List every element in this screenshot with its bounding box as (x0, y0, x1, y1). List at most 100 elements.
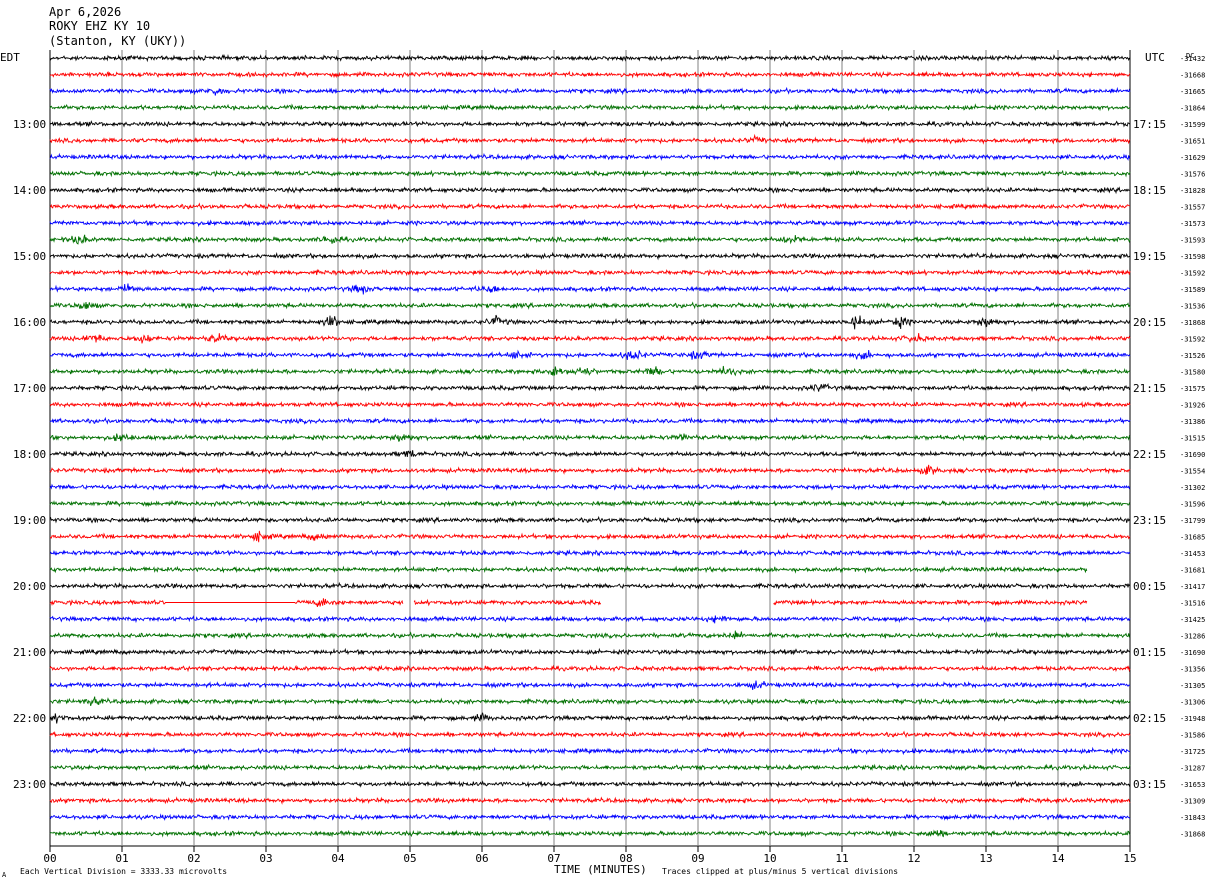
x-tick-label: 07 (547, 852, 560, 865)
seismic-trace (49, 664, 1131, 673)
seismic-trace (49, 202, 1130, 211)
seismic-trace (49, 680, 1131, 690)
x-tick-label: 13 (979, 852, 992, 865)
dc-offset-label: -31843 (1180, 814, 1205, 822)
seismic-trace (49, 598, 602, 607)
seismic-trace (49, 103, 1131, 112)
dc-offset-label: -31653 (1180, 781, 1205, 789)
dc-offset-label: -31536 (1180, 303, 1205, 311)
dc-offset-label: -31425 (1180, 616, 1205, 624)
dc-offset-label: -31575 (1180, 385, 1205, 393)
right-hour-label: 22:15 (1133, 448, 1166, 461)
dc-offset-label: -31592 (1180, 270, 1205, 278)
seismic-trace (49, 565, 1088, 574)
x-tick-label: 08 (619, 852, 632, 865)
right-timezone-label: UTC (1145, 51, 1165, 64)
seismic-trace (49, 813, 1131, 821)
dc-offset-label: -31668 (1180, 72, 1205, 80)
right-hour-label: 01:15 (1133, 646, 1166, 659)
seismic-trace (49, 615, 1131, 624)
x-tick-label: 03 (259, 852, 272, 865)
dc-offset-label: -31589 (1180, 286, 1205, 294)
dc-offset-label: -31685 (1180, 534, 1205, 542)
seismic-trace (49, 730, 1131, 739)
dc-offset-label: -31948 (1180, 715, 1205, 723)
seismic-trace (773, 598, 1088, 607)
x-tick-label: 12 (907, 852, 920, 865)
dc-offset-label: -31681 (1180, 567, 1205, 575)
clip-note: Traces clipped at plus/minus 5 vertical … (662, 867, 899, 876)
seismic-trace (49, 581, 1131, 591)
dc-offset-label: -31586 (1180, 732, 1205, 740)
recording-date: Apr 6,2026 (49, 5, 122, 19)
dc-offset-label: -31598 (1180, 253, 1205, 261)
seismic-trace (49, 515, 1131, 525)
seismic-trace (49, 499, 1131, 508)
seismic-trace (49, 696, 1131, 707)
x-tick-label: 10 (763, 852, 776, 865)
dc-offset-label: -31302 (1180, 484, 1205, 492)
dc-offset-label: -31651 (1180, 138, 1205, 146)
right-hour-label: 20:15 (1133, 316, 1166, 329)
right-hour-label: 17:15 (1133, 118, 1166, 131)
x-tick-label: 02 (187, 852, 200, 865)
left-hour-label: 19:00 (13, 514, 46, 527)
dc-offset-label: -31576 (1180, 171, 1205, 179)
dc-offset-label: -31557 (1180, 204, 1205, 212)
seismic-trace (49, 829, 1131, 838)
left-hour-label: 14:00 (13, 184, 46, 197)
seismic-trace (49, 301, 1131, 310)
seismic-trace (49, 382, 1131, 393)
dc-offset-label: -31725 (1180, 748, 1205, 756)
seismic-trace (49, 416, 1131, 425)
dc-offset-label: -31799 (1180, 517, 1205, 525)
dc-offset-label: -31828 (1180, 187, 1205, 195)
dc-offset-label: -31599 (1180, 121, 1205, 129)
left-timezone-label: EDT (0, 51, 20, 64)
left-hour-label: 17:00 (13, 382, 46, 395)
seismic-trace (49, 450, 1131, 459)
seismic-trace (49, 630, 1131, 640)
seismic-trace (49, 746, 1131, 756)
x-tick-label: 06 (475, 852, 488, 865)
right-hour-label: 21:15 (1133, 382, 1166, 395)
seismic-trace (49, 796, 1131, 805)
seismic-trace (49, 365, 1131, 377)
seismic-trace (49, 712, 1131, 724)
dc-offset-label: -31306 (1180, 699, 1205, 707)
seismic-trace (49, 70, 1131, 79)
dc-offset-label: -31386 (1180, 418, 1205, 426)
seismic-trace (49, 549, 1131, 557)
right-hour-label: 00:15 (1133, 580, 1166, 593)
dc-offset-label: -31926 (1180, 402, 1205, 410)
dc-offset-label: -31432 (1180, 55, 1205, 63)
dc-offset-label: -31453 (1180, 550, 1205, 558)
dc-offset-label: -31629 (1180, 154, 1205, 162)
dc-offset-label: -31690 (1180, 451, 1205, 459)
dc-offset-label: -31868 (1180, 831, 1205, 839)
dc-offset-label: -31868 (1180, 319, 1205, 327)
seismic-trace (49, 779, 1131, 789)
seismic-trace (49, 763, 1131, 772)
seismic-trace (49, 464, 1131, 475)
x-tick-label: 01 (115, 852, 128, 865)
left-hour-label: 16:00 (13, 316, 46, 329)
dc-offset-label: -31526 (1180, 352, 1205, 360)
seismic-trace (49, 251, 1131, 261)
seismic-trace (49, 234, 1131, 245)
seismic-trace (49, 433, 1131, 442)
x-tick-label: 09 (691, 852, 704, 865)
station-location: (Stanton, KY (UKY)) (49, 34, 187, 48)
seismic-trace (49, 349, 1131, 360)
dc-offset-label: -31305 (1180, 682, 1205, 690)
right-hour-label: 19:15 (1133, 250, 1166, 263)
x-axis-label: TIME (MINUTES) (554, 863, 647, 876)
x-tick-label: 00 (43, 852, 56, 865)
dc-offset-label: -31286 (1180, 633, 1205, 641)
left-hour-label: 13:00 (13, 118, 46, 131)
x-tick-label: 15 (1123, 852, 1136, 865)
seismic-trace (49, 283, 1131, 295)
seismic-trace (49, 152, 1131, 161)
dc-offset-label: -31665 (1180, 88, 1205, 96)
dc-offset-label: -31864 (1180, 105, 1205, 113)
